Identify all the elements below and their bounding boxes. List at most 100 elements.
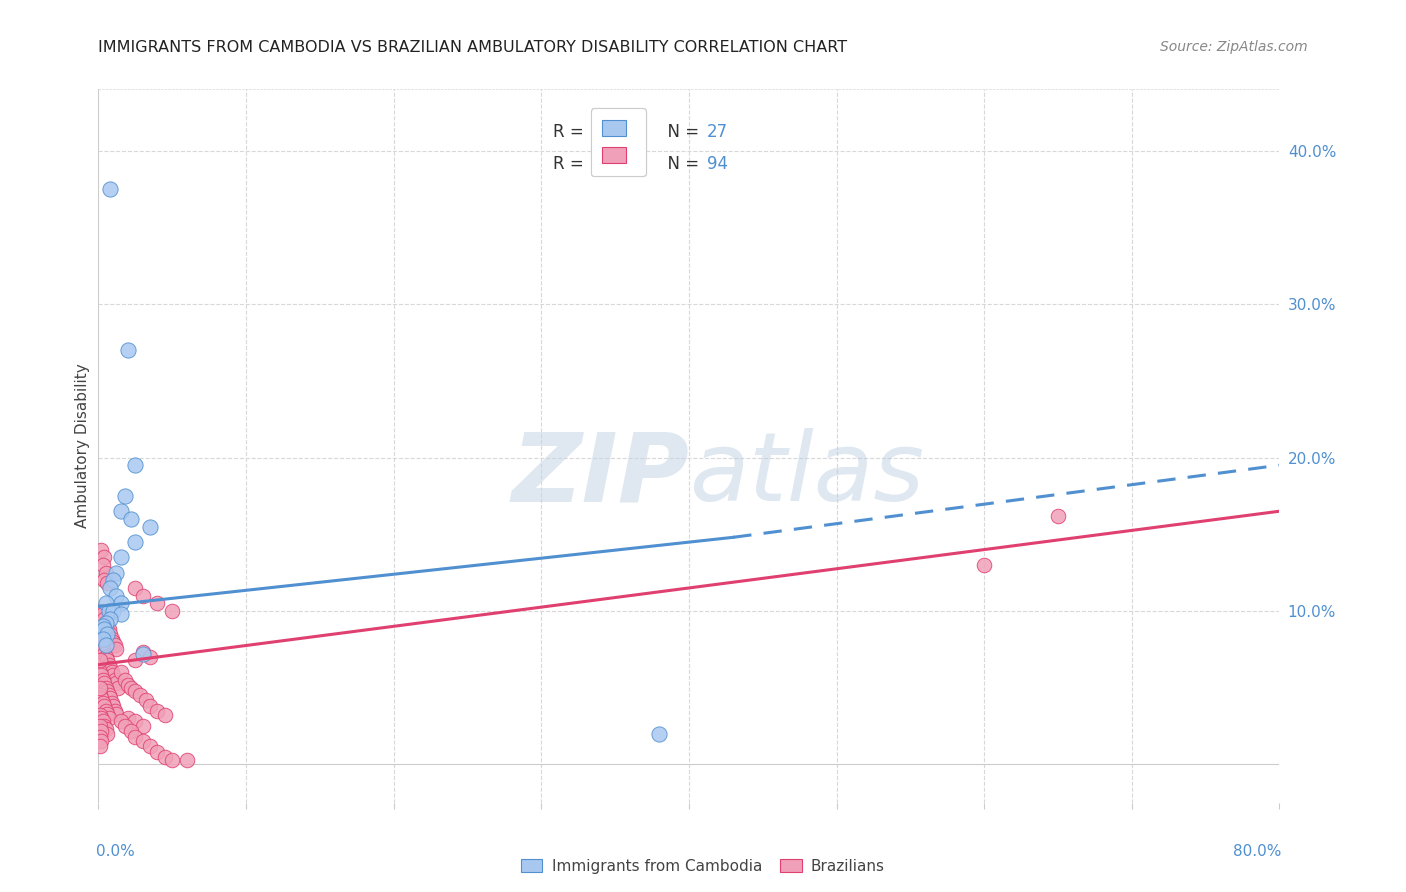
Point	[93, 647, 115, 661]
Point	[124, 581, 146, 595]
Point	[93, 574, 115, 588]
Point	[91, 696, 114, 710]
Point	[135, 693, 157, 707]
Point	[104, 673, 127, 687]
Point	[132, 734, 155, 748]
Point	[124, 683, 146, 698]
Text: IMMIGRANTS FROM CAMBODIA VS BRAZILIAN AMBULATORY DISABILITY CORRELATION CHART: IMMIGRANTS FROM CAMBODIA VS BRAZILIAN AM…	[98, 40, 848, 55]
Point	[162, 604, 183, 618]
Point	[114, 673, 136, 687]
Point	[96, 706, 118, 721]
Point	[105, 589, 128, 603]
Text: N =: N =	[657, 123, 704, 141]
Point	[91, 673, 114, 687]
Point	[124, 714, 146, 729]
Point	[103, 604, 125, 618]
Text: R =: R =	[553, 123, 589, 141]
Point	[97, 623, 120, 637]
Point	[132, 719, 155, 733]
Point	[94, 616, 117, 631]
Point	[96, 653, 118, 667]
Point	[89, 665, 111, 680]
Text: 94: 94	[707, 155, 728, 173]
Point	[90, 604, 112, 618]
Point	[139, 739, 162, 753]
Point	[146, 704, 169, 718]
Point	[100, 696, 122, 710]
Point	[100, 632, 122, 646]
Point	[100, 665, 122, 680]
Text: 0.114: 0.114	[600, 123, 648, 141]
Point	[110, 665, 132, 680]
Point	[94, 566, 117, 580]
Point	[97, 657, 120, 672]
Point	[91, 714, 114, 729]
Point	[132, 589, 155, 603]
Point	[97, 689, 120, 703]
Point	[146, 745, 169, 759]
Point	[89, 627, 111, 641]
Point	[153, 708, 176, 723]
Point	[89, 689, 111, 703]
Point	[94, 704, 117, 718]
Point	[97, 711, 120, 725]
Point	[103, 699, 125, 714]
Point	[89, 708, 111, 723]
Point	[90, 691, 112, 706]
Point	[110, 504, 132, 518]
Point	[162, 753, 183, 767]
Point	[98, 612, 121, 626]
Point	[139, 519, 162, 533]
Point	[91, 632, 114, 646]
Point	[90, 723, 112, 738]
Text: R =: R =	[553, 155, 589, 173]
Point	[90, 734, 112, 748]
Point	[103, 574, 125, 588]
Point	[176, 753, 198, 767]
Point	[1046, 508, 1069, 523]
Point	[120, 723, 142, 738]
Point	[94, 616, 117, 631]
Point	[89, 681, 111, 695]
Y-axis label: Ambulatory Disability: Ambulatory Disability	[75, 364, 90, 528]
Point	[98, 182, 121, 196]
Text: 0.427: 0.427	[600, 155, 648, 173]
Text: 80.0%: 80.0%	[1233, 844, 1282, 859]
Point	[117, 343, 139, 357]
Point	[93, 699, 115, 714]
Point	[98, 627, 121, 641]
Point	[114, 489, 136, 503]
Point	[91, 619, 114, 633]
Point	[89, 730, 111, 744]
Point	[93, 550, 115, 565]
Point	[104, 638, 127, 652]
Text: 0.0%: 0.0%	[96, 844, 135, 859]
Legend: Immigrants from Cambodia, Brazilians: Immigrants from Cambodia, Brazilians	[515, 853, 891, 880]
Point	[128, 689, 150, 703]
Text: Source: ZipAtlas.com: Source: ZipAtlas.com	[1160, 40, 1308, 54]
Point	[98, 581, 121, 595]
Point	[104, 704, 127, 718]
Point	[103, 634, 125, 648]
Point	[91, 558, 114, 572]
Point	[105, 566, 128, 580]
Point	[114, 719, 136, 733]
Point	[94, 596, 117, 610]
Point	[105, 642, 128, 657]
Point	[94, 638, 117, 652]
Text: ZIP: ZIP	[510, 428, 689, 521]
Point	[107, 681, 129, 695]
Point	[124, 535, 146, 549]
Point	[96, 727, 118, 741]
Point	[90, 668, 112, 682]
Legend: , : ,	[591, 108, 645, 176]
Point	[89, 739, 111, 753]
Text: 27: 27	[707, 123, 728, 141]
Point	[93, 612, 115, 626]
Point	[117, 678, 139, 692]
Point	[132, 647, 155, 661]
Point	[90, 711, 112, 725]
Point	[132, 645, 155, 659]
Point	[97, 604, 120, 618]
Point	[96, 683, 118, 698]
